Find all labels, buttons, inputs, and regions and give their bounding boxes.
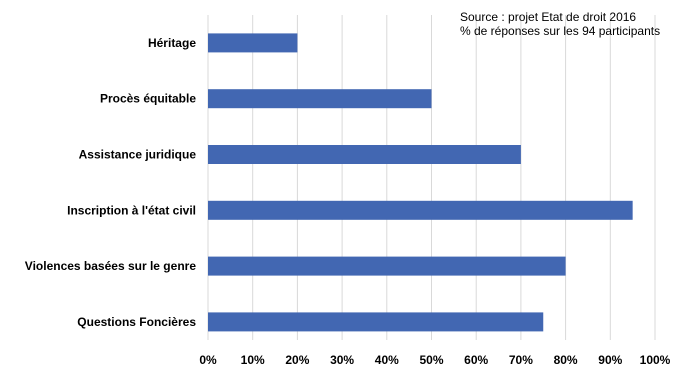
x-tick-label-30: 30% xyxy=(330,353,354,367)
x-tick-label-0: 0% xyxy=(199,353,217,367)
x-tick-label-80: 80% xyxy=(554,353,578,367)
x-tick-label-90: 90% xyxy=(598,353,622,367)
bars xyxy=(208,33,633,332)
source-annotation: Source : projet Etat de droit 2016 % de … xyxy=(460,10,660,38)
category-label-5: Violences basées sur le genre xyxy=(25,259,197,273)
category-label-2: Procès équitable xyxy=(100,92,196,106)
category-label-4: Inscription à l'état civil xyxy=(67,203,196,217)
x-tick-label-60: 60% xyxy=(464,353,488,367)
bar-2 xyxy=(208,89,432,109)
x-tick-label-100: 100% xyxy=(640,353,671,367)
bar-4 xyxy=(208,200,633,220)
response-basis-line: % de réponses sur les 94 participants xyxy=(460,24,661,38)
x-tick-label-10: 10% xyxy=(241,353,265,367)
category-label-1: Héritage xyxy=(148,36,196,50)
x-axis-tick-labels: 0% 10% 20% 30% 40% 50% 60% 70% 80% 90% 100% xyxy=(199,353,670,367)
bar-3 xyxy=(208,145,521,164)
bar-6 xyxy=(208,312,544,332)
category-labels: Héritage Procès équitable Assistance jurid… xyxy=(25,36,197,329)
x-tick-label-70: 70% xyxy=(509,353,533,367)
bar-1 xyxy=(208,33,298,53)
category-label-3: Assistance juridique xyxy=(79,148,197,162)
category-label-6: Questions Foncières xyxy=(77,315,196,329)
x-tick-label-50: 50% xyxy=(419,353,443,367)
x-tick-label-20: 20% xyxy=(285,353,309,367)
x-tick-label-40: 40% xyxy=(375,353,399,367)
source-line: Source : projet Etat de droit 2016 xyxy=(460,10,637,24)
gridlines xyxy=(207,15,656,340)
bar-5 xyxy=(208,256,566,276)
